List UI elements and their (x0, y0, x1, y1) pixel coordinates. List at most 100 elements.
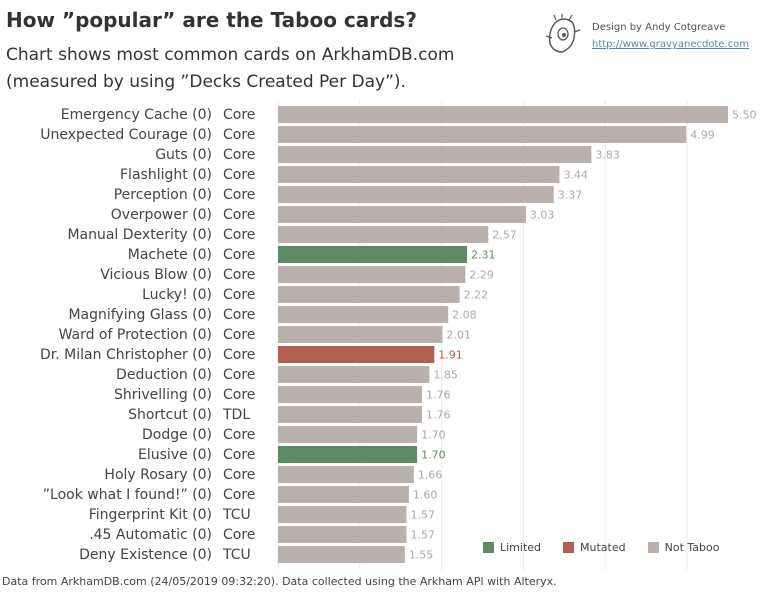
bar (278, 126, 687, 143)
set-label: Core (223, 287, 255, 303)
category-label: Guts (0) (155, 147, 212, 163)
value-label: 1.76 (426, 409, 451, 422)
category-label: Deduction (0) (116, 367, 212, 383)
set-label: Core (223, 487, 255, 503)
legend-label-limited: Limited (500, 541, 542, 554)
bar (278, 186, 554, 203)
category-label: Flashlight (0) (120, 167, 212, 183)
set-label: Core (223, 247, 255, 263)
bar (278, 486, 409, 503)
bar (278, 446, 418, 463)
set-label: Core (223, 467, 255, 483)
bar (278, 306, 449, 323)
bar (278, 206, 526, 223)
value-label: 3.83 (595, 149, 620, 162)
legend-swatch-limited (483, 542, 494, 553)
set-label: Core (223, 327, 255, 343)
value-label: 1.55 (409, 549, 434, 562)
value-label: 3.03 (530, 209, 555, 222)
category-label: ”Look what I found!” (0) (43, 487, 212, 503)
category-label: Machete (0) (128, 247, 212, 263)
author-website-link[interactable]: http://www.gravyanecdote.com (592, 39, 750, 50)
set-label: Core (223, 447, 255, 463)
set-label: Core (223, 427, 255, 443)
author-name: Design by Andy Cotgreave (592, 22, 726, 33)
category-label: Dr. Milan Christopher (0) (40, 347, 212, 363)
subtitle-line-2: (measured by using ”Decks Created Per Da… (6, 72, 406, 92)
category-label: Overpower (0) (111, 207, 212, 223)
category-label: .45 Automatic (0) (89, 527, 212, 543)
set-label: Core (223, 347, 255, 363)
value-label: 1.66 (418, 469, 443, 482)
category-label: Elusive (0) (138, 447, 212, 463)
chart-title: How ”popular” are the Taboo cards? (6, 8, 417, 32)
bar (278, 466, 414, 483)
category-label: Holy Rosary (0) (104, 467, 212, 483)
category-label: Fingerprint Kit (0) (89, 507, 212, 523)
chart-subtitle: Chart shows most common cards on ArkhamD… (6, 42, 454, 96)
bar (278, 426, 418, 443)
category-label: Emergency Cache (0) (61, 107, 212, 123)
value-label: 3.44 (563, 169, 588, 182)
category-label: Manual Dexterity (0) (67, 227, 212, 243)
value-label: 2.01 (446, 329, 471, 342)
bar (278, 266, 466, 283)
category-label: Lucky! (0) (142, 287, 212, 303)
bar (278, 146, 592, 163)
category-label: Ward of Protection (0) (59, 327, 212, 343)
value-label: 1.70 (421, 429, 446, 442)
bar (278, 346, 435, 363)
category-label: Shortcut (0) (128, 407, 212, 423)
bar (278, 366, 430, 383)
category-label: Magnifying Glass (0) (68, 307, 212, 323)
subtitle-line-1: Chart shows most common cards on ArkhamD… (6, 45, 455, 65)
set-label: Core (223, 127, 255, 143)
value-label: 2.29 (469, 269, 494, 282)
category-label: Perception (0) (114, 187, 212, 203)
set-label: Core (223, 167, 255, 183)
value-label: 1.91 (438, 349, 463, 362)
value-label: 4.99 (690, 129, 715, 142)
bar (278, 406, 422, 423)
value-label: 1.57 (410, 529, 435, 542)
set-label: Core (223, 387, 255, 403)
category-label: Unexpected Courage (0) (40, 127, 212, 143)
bar (278, 526, 407, 543)
category-label: Vicious Blow (0) (100, 267, 212, 283)
set-label: TCU (222, 507, 251, 523)
footer-note: Data from ArkhamDB.com (24/05/2019 09:32… (2, 575, 557, 588)
set-label: Core (223, 147, 255, 163)
set-label: Core (223, 107, 255, 123)
category-label: Deny Existence (0) (79, 547, 212, 563)
value-label: 2.22 (464, 289, 489, 302)
legend-swatch-not-taboo (647, 542, 659, 553)
value-label: 2.57 (492, 229, 516, 242)
bar (278, 226, 489, 243)
bar (278, 166, 560, 183)
bar-chart: Emergency Cache (0) Core 5.50 Unexpected Co… (40, 100, 757, 570)
set-label: TDL (222, 407, 250, 423)
legend-swatch-mutated (563, 542, 575, 553)
legend-item-limited: Limited (483, 541, 541, 554)
legend-item-not-taboo: Not Taboo (647, 541, 719, 554)
set-label: Core (223, 527, 255, 543)
bar (278, 326, 443, 343)
set-label: Core (223, 307, 255, 323)
author-credit: Design by Andy Cotgreave http://www.grav… (592, 19, 749, 53)
value-label: 1.70 (421, 449, 446, 462)
bar (278, 286, 460, 303)
category-label: Dodge (0) (142, 427, 212, 443)
value-label: 2.08 (452, 309, 477, 322)
bar (278, 506, 407, 523)
legend-item-mutated: Mutated (563, 541, 626, 554)
category-label: Shrivelling (0) (114, 387, 212, 403)
bar (278, 386, 422, 403)
value-label: 1.85 (433, 369, 458, 382)
set-label: Core (223, 187, 255, 203)
value-label: 1.76 (426, 389, 451, 402)
value-label: 1.57 (410, 509, 435, 522)
set-label: Core (223, 367, 255, 383)
set-label: TCU (222, 547, 251, 563)
bar (278, 246, 467, 263)
value-label: 3.37 (558, 189, 583, 202)
